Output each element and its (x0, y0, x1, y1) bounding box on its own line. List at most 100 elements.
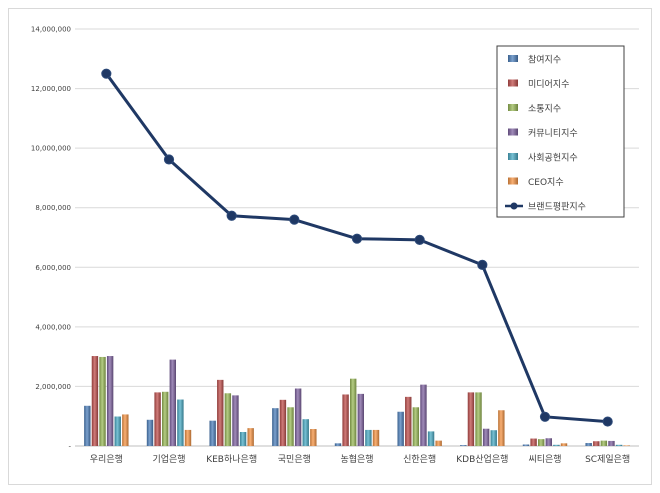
bar-1-2 (146, 419, 154, 446)
x-category-label: 씨티은행 (528, 453, 561, 465)
bar-3-8 (538, 439, 545, 446)
line-point-5 (351, 233, 363, 244)
bar-5-6 (427, 431, 435, 446)
bar-1-3 (209, 420, 216, 446)
legend-swatch (508, 55, 518, 62)
bar-1-6 (397, 411, 404, 446)
bar-2-6 (405, 396, 412, 446)
legend-label: 사회공헌지수 (528, 153, 578, 164)
bar-6-5 (372, 429, 380, 446)
bar-5-9 (615, 444, 623, 446)
bar-4-8 (545, 438, 552, 446)
bar-2-1 (91, 356, 99, 446)
legend-label: 참여지수 (528, 54, 561, 66)
y-axis-ticks: - 2,000,000 4,000,000 6,000,000 8,000,000 10,… (31, 26, 72, 451)
legend-box (496, 45, 625, 218)
x-axis-categories: 우리은행 기업은행 KEB하나은행 국민은행 농협은행 신한은행 KDB산업은행 씨티은행 SC… (90, 453, 630, 465)
x-category-label: 국민은행 (278, 453, 311, 465)
bar-5-3 (239, 432, 247, 446)
x-category-label: 농협은행 (340, 453, 373, 465)
y-tick-label: 8,000,000 (35, 204, 71, 212)
bar-3-7 (475, 392, 482, 446)
x-category-label: KDB산업은행 (456, 453, 508, 465)
bar-6-8 (560, 443, 568, 446)
x-category-label: 기업은행 (152, 453, 185, 465)
line-point-2 (163, 154, 175, 165)
legend-label: 소통지수 (528, 104, 561, 115)
bar-5-4 (302, 419, 309, 446)
bar-3-6 (412, 407, 420, 446)
line-point-3 (226, 210, 237, 221)
x-category-label: SC제일은행 (585, 453, 630, 465)
bar-2-9 (593, 441, 600, 446)
bar-5-7 (490, 430, 497, 446)
bar-5-8 (553, 444, 560, 446)
y-tick-label: 4,000,000 (35, 323, 71, 331)
line-point-9 (602, 416, 613, 427)
legend-label: CEO지수 (528, 177, 564, 188)
y-tick-label: 12,000,000 (31, 85, 71, 93)
bar-3-4 (287, 407, 294, 446)
bar-6-3 (247, 428, 254, 446)
legend-marker (510, 202, 518, 210)
y-tick-label: 10,000,000 (31, 145, 71, 153)
legend-label: 커뮤니티지수 (528, 128, 578, 139)
bar-3-9 (600, 440, 608, 446)
line-point-7 (477, 259, 488, 271)
bar-5-2 (177, 399, 184, 446)
bank-brand-chart: - 2,000,000 4,000,000 6,000,000 8,000,000 10,… (31, 26, 639, 465)
bar-1-4 (272, 408, 279, 446)
line-point-6 (414, 234, 425, 245)
legend-swatch (508, 79, 518, 87)
bar-3-2 (162, 391, 169, 446)
bar-4-2 (169, 359, 176, 446)
y-tick-label: - (68, 443, 71, 451)
bar-6-4 (310, 429, 317, 446)
y-tick-label: 2,000,000 (35, 383, 71, 391)
legend-label: 브랜드평판지수 (528, 202, 586, 213)
y-tick-label: 14,000,000 (31, 26, 71, 34)
bar-4-9 (608, 440, 615, 446)
bar-6-6 (435, 440, 442, 446)
bar-6-2 (184, 429, 192, 446)
legend-swatch (508, 177, 518, 185)
bar-3-3 (224, 393, 232, 446)
bar-2-7 (467, 392, 475, 446)
bar-1-9 (585, 443, 592, 446)
x-category-label: KEB하나은행 (206, 453, 257, 465)
bar-2-3 (217, 379, 224, 446)
line-point-4 (289, 214, 300, 225)
bar-4-3 (232, 395, 239, 446)
bar-3-1 (99, 356, 106, 446)
bar-3-5 (350, 378, 357, 446)
x-category-label: 우리은행 (90, 453, 123, 465)
bar-4-4 (294, 388, 302, 446)
brand-index-line (101, 68, 613, 427)
legend-swatch (508, 153, 518, 160)
bar-6-9 (623, 445, 630, 446)
bar-4-1 (106, 356, 114, 446)
bar-4-6 (420, 384, 427, 446)
bar-4-7 (482, 428, 490, 446)
bar-6-7 (498, 410, 505, 446)
bar-6-1 (122, 414, 129, 446)
line-point-1 (101, 68, 112, 79)
bar-5-1 (114, 416, 121, 446)
bar-2-4 (279, 399, 287, 446)
chart-frame: - 2,000,000 4,000,000 6,000,000 8,000,000 10,… (8, 8, 652, 485)
line-point-8 (539, 411, 551, 422)
y-tick-label: 6,000,000 (35, 264, 71, 272)
gridlines (75, 28, 639, 447)
bar-2-5 (342, 394, 349, 446)
bar-1-5 (334, 443, 342, 446)
legend-swatch (508, 104, 518, 111)
legend-label: 미디어지수 (528, 79, 569, 90)
bar-1-7 (460, 445, 467, 446)
legend-swatch (508, 128, 518, 136)
bar-5-5 (365, 429, 372, 446)
bars (84, 356, 630, 446)
bar-1-8 (522, 444, 530, 446)
bar-2-2 (154, 392, 161, 446)
bar-1-1 (84, 405, 91, 446)
